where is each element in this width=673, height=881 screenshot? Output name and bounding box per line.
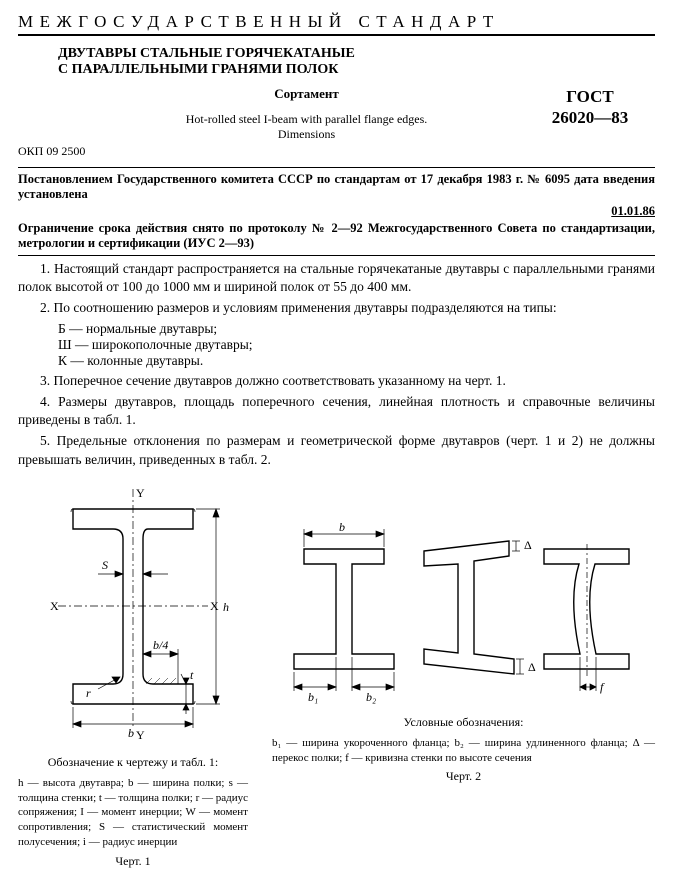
svg-text:Δ: Δ: [528, 660, 536, 674]
title-line-1: ДВУТАВРЫ СТАЛЬНЫЕ ГОРЯЧЕКАТАНЫЕ: [58, 46, 655, 62]
divider: [18, 167, 655, 168]
decree-text-1: Постановлением Государственного комитета…: [18, 172, 655, 202]
figure-2: b b₁ b₂ Δ Δ f Условные обозначения: b₁ —…: [272, 479, 655, 785]
gost-label: ГОСТ: [535, 86, 645, 107]
svg-text:Δ: Δ: [524, 538, 532, 552]
fig2-label: Черт. 2: [272, 769, 655, 784]
svg-text:f: f: [600, 680, 605, 694]
gost-value: 26020—83: [535, 107, 645, 128]
decree-text-2: Ограничение срока действия снято по прот…: [18, 221, 655, 251]
svg-text:b/4: b/4: [153, 638, 168, 652]
svg-text:r: r: [86, 686, 91, 700]
type-sh: Ш — широкополочные двутавры;: [58, 337, 655, 353]
fig1-caption: Обозначение к чертежу и табл. 1:: [18, 755, 248, 770]
svg-text:X: X: [50, 599, 59, 613]
fig2-caption: Условные обозначения:: [272, 715, 655, 730]
title-en-1: Hot-rolled steel I-beam with parallel fl…: [78, 112, 535, 127]
svg-text:b₁: b₁: [308, 690, 318, 704]
paragraph-2: 2. По соотношению размеров и условиям пр…: [18, 299, 655, 317]
title-en-2: Dimensions: [78, 127, 535, 142]
paragraph-4: 4. Размеры двутавров, площадь поперечног…: [18, 393, 655, 429]
type-b: Б — нормальные двутавры;: [58, 321, 655, 337]
svg-text:Y: Y: [136, 486, 145, 500]
ibeam-variants-diagram: b b₁ b₂ Δ Δ f: [284, 519, 644, 709]
divider: [18, 255, 655, 256]
ibeam-section-diagram: Y Y X X S h b/4 r t b: [28, 479, 238, 749]
paragraph-5: 5. Предельные отклонения по размерам и г…: [18, 432, 655, 468]
decree-date: 01.01.86: [18, 204, 655, 219]
svg-text:h: h: [223, 600, 229, 614]
paragraph-3: 3. Поперечное сечение двутавров должно с…: [18, 372, 655, 390]
svg-text:b₂: b₂: [366, 690, 376, 704]
svg-text:S: S: [102, 558, 108, 572]
title-line-2: С ПАРАЛЛЕЛЬНЫМИ ГРАНЯМИ ПОЛОК: [58, 62, 655, 78]
svg-text:Y: Y: [136, 728, 145, 742]
fig2-legend: b₁ — ширина укороченного фланца; b₂ — ши…: [272, 736, 655, 766]
fig1-label: Черт. 1: [18, 854, 248, 869]
svg-text:b: b: [128, 726, 134, 740]
standard-header: МЕЖГОСУДАРСТВЕННЫЙ СТАНДАРТ: [18, 12, 655, 36]
svg-text:X: X: [210, 599, 219, 613]
svg-text:b: b: [339, 520, 345, 534]
svg-text:t: t: [190, 668, 194, 682]
gost-number: ГОСТ 26020—83: [535, 86, 645, 129]
fig1-legend: h — высота двутавра; b — ширина полки; s…: [18, 776, 248, 850]
okp-code: ОКП 09 2500: [18, 144, 655, 159]
sortament-label: Сортамент: [78, 86, 535, 102]
type-k: К — колонные двутавры.: [58, 353, 655, 369]
figure-1: Y Y X X S h b/4 r t b Обозначение к черт…: [18, 479, 248, 869]
paragraph-1: 1. Настоящий стандарт распространяется н…: [18, 260, 655, 296]
